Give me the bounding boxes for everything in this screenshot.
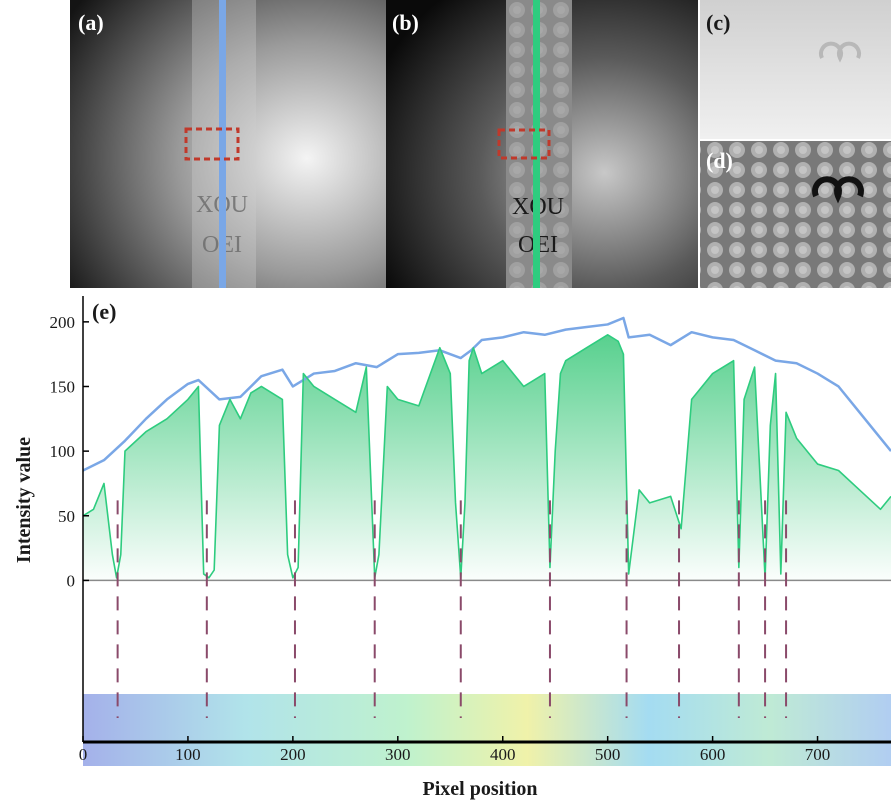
- x-tick-label: 100: [175, 745, 201, 764]
- x-tick-label: 400: [490, 745, 516, 764]
- panel-b: XOU OEI (b): [386, 0, 698, 288]
- panel-a-label: (a): [78, 10, 104, 35]
- series-1-line: [83, 316, 891, 472]
- panel-c-label: (c): [706, 10, 730, 35]
- x-tick-label: 600: [700, 745, 726, 764]
- panel-d: (d): [700, 141, 891, 288]
- marker-layer: [116, 500, 788, 718]
- x-tick-label: 200: [280, 745, 306, 764]
- panel-a-image: [70, 0, 386, 288]
- y-axis-label: Intensity value: [13, 437, 35, 563]
- panel-a-roi-box: [184, 127, 240, 161]
- panel-d-glyph: [812, 176, 864, 204]
- panel-c: (c): [700, 0, 891, 139]
- panel-c-glyph: [819, 41, 861, 63]
- panel-b-profile-line: [533, 0, 540, 288]
- x-ticks: 0 100 200 300 400 500 600 700: [79, 736, 831, 764]
- panel-e-label: (e): [92, 299, 116, 324]
- y-tick-label: 150: [50, 377, 76, 396]
- x-tick-label: 700: [805, 745, 831, 764]
- y-ticks: 0 50 100 150 200: [50, 313, 89, 590]
- x-tick-label: 300: [385, 745, 411, 764]
- x-tick-label: 500: [595, 745, 621, 764]
- plot-layer: [83, 316, 891, 582]
- panel-b-roi-box: [497, 128, 551, 160]
- panel-b-label: (b): [392, 10, 419, 35]
- y-tick-label: 0: [67, 571, 76, 590]
- series-2-area: [83, 334, 891, 581]
- y-tick-label: 100: [50, 442, 76, 461]
- y-tick-label: 200: [50, 313, 76, 332]
- panel-a: XOU OEI (a): [70, 0, 386, 288]
- panel-d-label: (d): [706, 148, 733, 173]
- y-tick-label: 50: [58, 507, 75, 526]
- x-tick-label: 0: [79, 745, 88, 764]
- intensity-strip-image: [83, 694, 891, 766]
- panel-a-profile-line: [219, 0, 226, 288]
- panel-d-shade: [700, 141, 891, 288]
- panel-d-image: [700, 141, 891, 288]
- panel-c-image: [700, 0, 891, 139]
- x-axis-label: Pixel position: [422, 778, 537, 800]
